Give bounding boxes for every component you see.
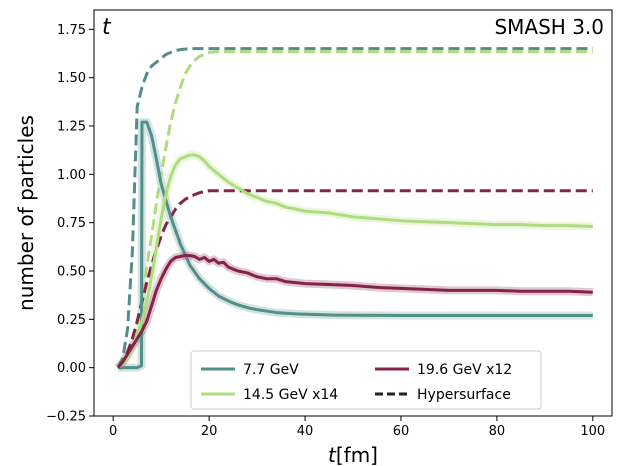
y-tick-label: 0.50 [57, 265, 86, 280]
hypersurface-line-1 [117, 50, 593, 369]
corner-label-right: SMASH 3.0 [494, 15, 604, 39]
hypersurface-line-0 [116, 47, 593, 369]
legend-box [190, 350, 542, 410]
y-tick-label: 1.75 [57, 23, 86, 38]
y-tick-label: 0.75 [57, 216, 86, 231]
x-tick-label: 20 [201, 424, 218, 439]
x-tick-label: 0 [109, 424, 117, 439]
legend-label: Hypersurface [417, 387, 511, 403]
y-tick-label: 0.00 [57, 361, 86, 376]
plot-content [114, 47, 593, 372]
x-tick-label: 100 [580, 424, 605, 439]
y-tick-label: 1.00 [57, 168, 86, 183]
ticks: 0 20 40 60 80 100 −0.25 0.00 0.25 0.50 0.75 1.00 1.2… [46, 23, 605, 439]
series-line-1 [117, 153, 593, 369]
corner-label-left: t [102, 15, 112, 40]
y-tick-label: −0.25 [46, 410, 86, 425]
y-axis-label: number of particles [14, 115, 38, 311]
series-line-2 [116, 254, 593, 369]
legend-label: 14.5 GeV x14 [243, 387, 338, 403]
legend-label: 7.7 GeV [243, 362, 299, 378]
y-tick-label: 1.50 [57, 71, 86, 86]
y-tick-label: 1.25 [57, 120, 86, 135]
hypersurface-line-2 [116, 189, 593, 369]
y-tick-label: 0.25 [57, 313, 86, 328]
x-tick-label: 60 [393, 424, 410, 439]
x-axis-label: t[fm] [328, 443, 378, 466]
legend-label: 19.6 GeV x12 [417, 362, 512, 378]
x-tick-label: 40 [297, 424, 314, 439]
plot-frame [93, 9, 613, 417]
legend: 7.7 GeV 14.5 GeV x14 19.6 GeV x12 Hypersurf… [190, 350, 542, 410]
x-tick-label: 80 [489, 424, 506, 439]
